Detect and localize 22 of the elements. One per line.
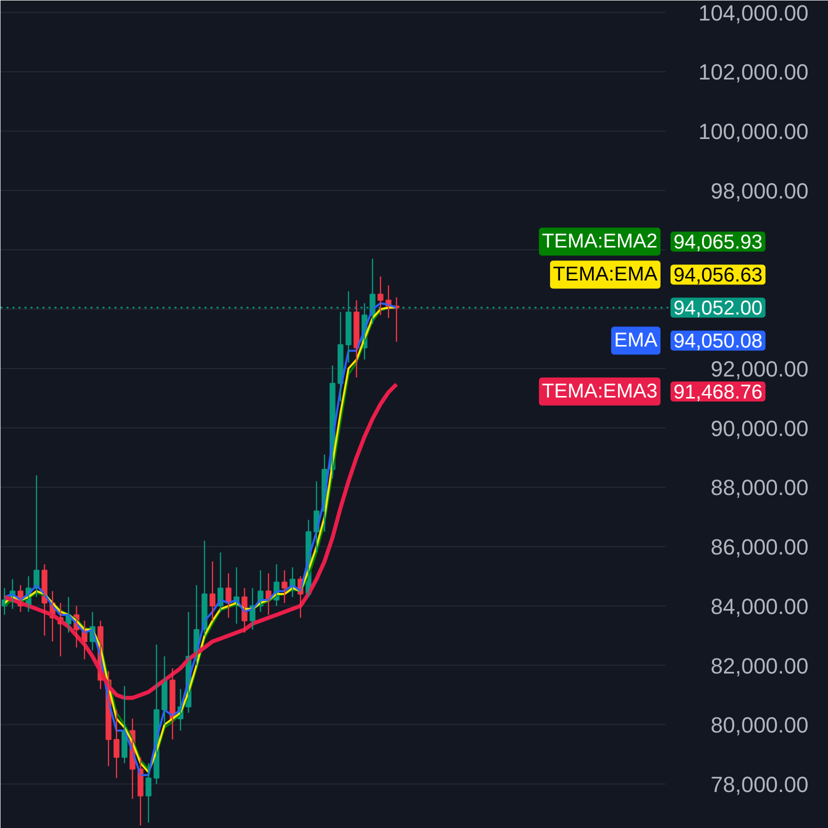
y-tick-label: 84,000.00	[710, 594, 809, 619]
y-tick-label: 82,000.00	[710, 653, 809, 678]
y-tick-label: 88,000.00	[710, 475, 809, 500]
legend-label: TEMA:EMA2	[542, 230, 658, 253]
y-tick-label: 100,000.00	[698, 119, 808, 144]
legend-label: TEMA:EMA	[553, 264, 658, 286]
text: 94,065.93	[674, 232, 762, 254]
y-tick-label: 80,000.00	[710, 712, 809, 738]
line-series	[2, 382, 398, 700]
text: 91,468.76	[674, 382, 762, 404]
text: 94,050.08	[674, 330, 762, 353]
text: 94,056.63	[674, 264, 762, 287]
y-tick-label: 104,000.00	[698, 0, 808, 26]
y-tick-label: 98,000.00	[710, 178, 809, 204]
y-tick-label: 102,000.00	[698, 60, 808, 85]
y-tick-label: 78,000.00	[710, 772, 809, 797]
legend-label: TEMA:EMA3	[542, 380, 658, 402]
y-tick-label: 92,000.00	[710, 356, 809, 382]
ref-line-label: 94,052.00	[674, 298, 762, 320]
y-tick-label: 90,000.00	[710, 416, 809, 441]
y-tick-label: 86,000.00	[710, 534, 809, 560]
legend-label: EMA	[614, 330, 658, 352]
